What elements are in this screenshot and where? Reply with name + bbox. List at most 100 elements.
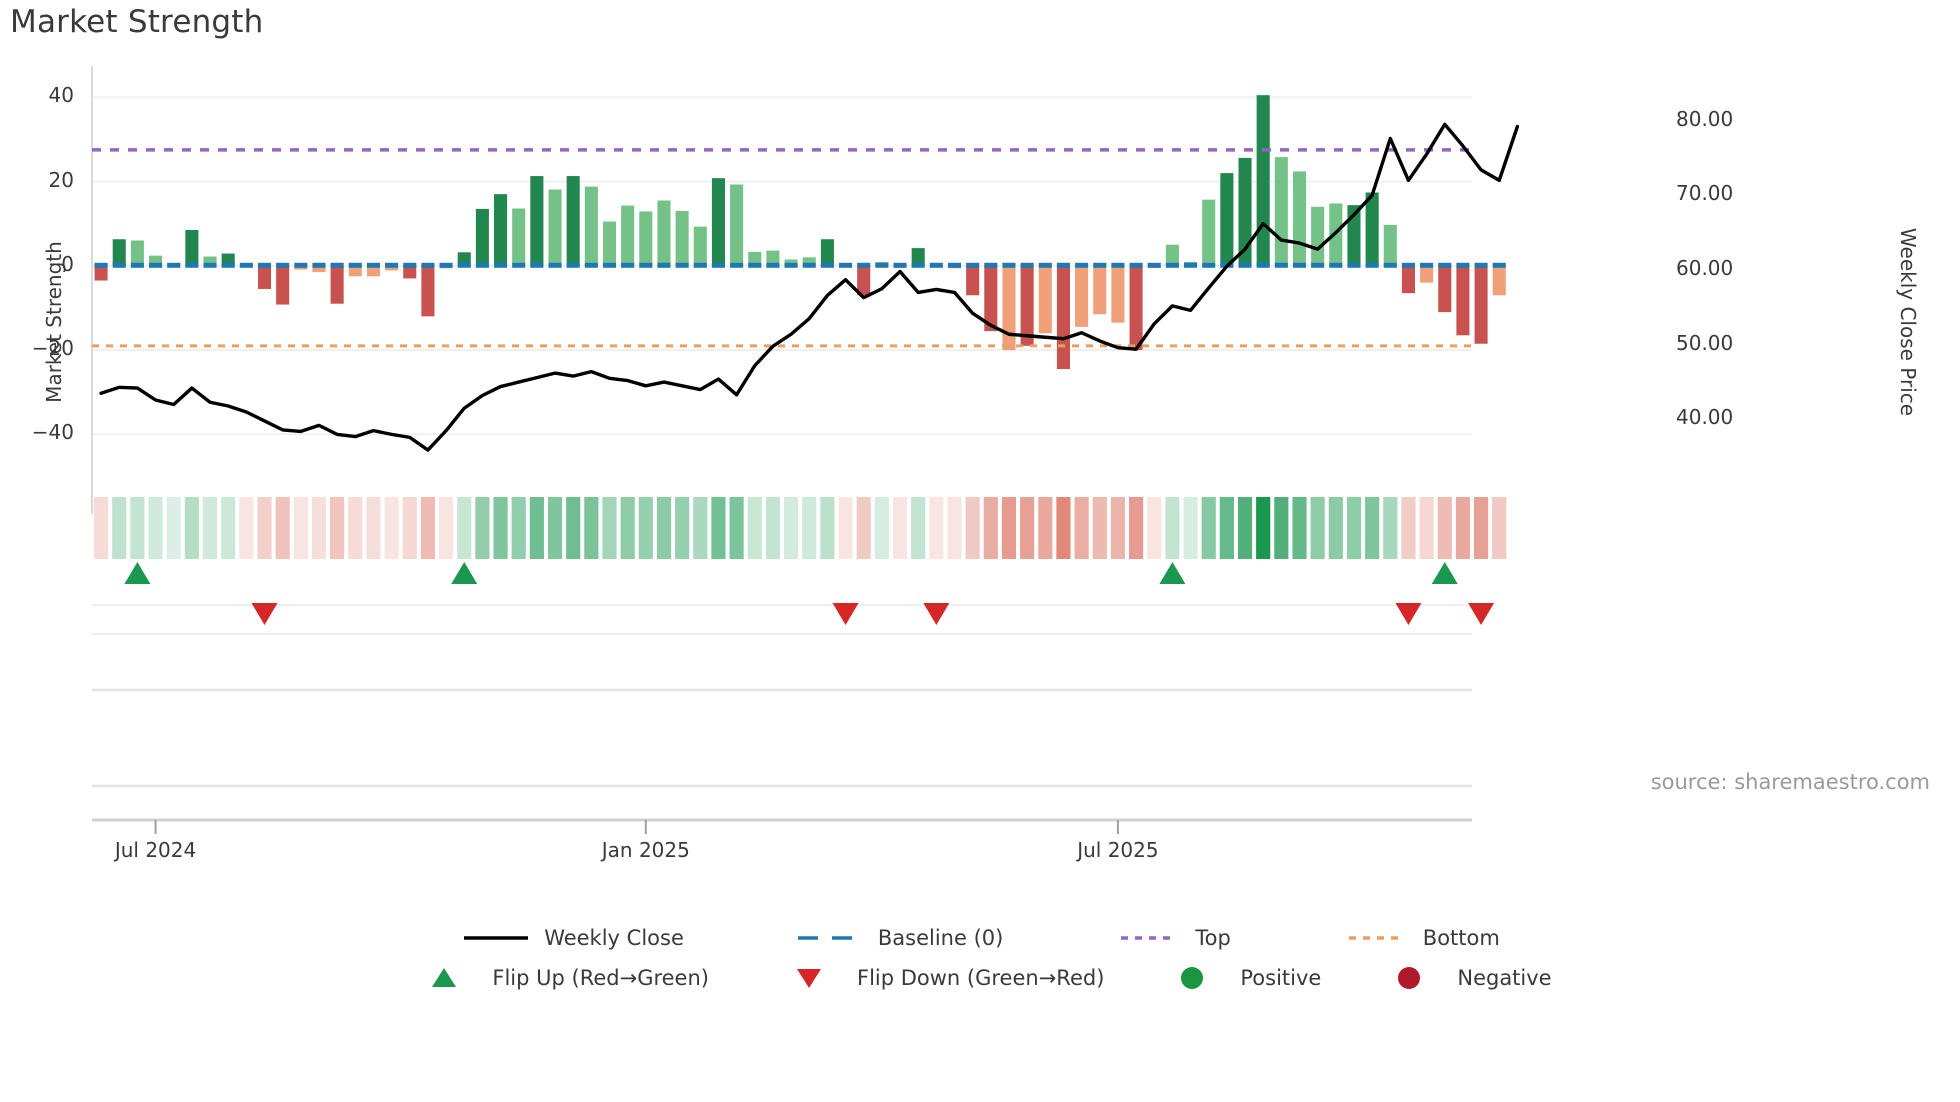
flip-down-marker[interactable] [1395,603,1422,625]
baseline-segment [602,262,617,268]
baseline-segment [167,262,181,268]
bar [421,265,435,317]
heatmap-cell [656,497,672,559]
baseline-segment [1474,262,1488,268]
legend-item-weekly-close[interactable]: Weekly Close [460,925,684,951]
heatmap-cell [929,497,944,559]
legend-item-negative[interactable]: Negative [1373,965,1552,991]
heatmap-cell [1437,497,1452,559]
heatmap-cell [947,497,962,559]
flip-up-marker[interactable] [124,562,151,584]
bar [1474,265,1488,344]
y-tick-right: 80.00 [1676,106,1734,131]
bar [512,208,526,266]
heatmap-cell [1473,497,1489,559]
bar [639,211,653,266]
heatmap-cell [1110,497,1126,559]
bar [94,265,108,281]
flip-up-marker[interactable] [1431,562,1458,584]
heatmap-cell [1020,497,1035,559]
bar [221,253,235,266]
dotted-line-icon [1111,925,1183,951]
heatmap-cell [166,497,181,559]
heatmap-cell [638,497,653,559]
baseline-segment [1075,262,1089,268]
bar [1492,265,1506,296]
flip-down-marker[interactable] [1468,603,1495,625]
baseline-segment [94,262,108,268]
bar [1274,157,1288,266]
y-tick-left: −40 [31,420,74,445]
bar [711,178,725,266]
flip-down-marker[interactable] [923,603,950,625]
legend-item-flip-down[interactable]: Flip Down (Green→Red) [773,965,1104,991]
bar [385,265,399,271]
heatmap-cell [311,497,327,559]
bar [1056,265,1070,369]
legend-item-positive[interactable]: Positive [1156,965,1321,991]
baseline-segment [820,262,834,268]
baseline-segment [730,262,744,268]
heatmap-cell [838,497,853,559]
legend-label: Positive [1240,966,1322,990]
baseline-segment [1365,262,1379,268]
baseline-segment [1292,262,1307,268]
flip-down-marker[interactable] [832,603,859,625]
heatmap-cell [602,497,617,559]
bar [566,176,580,266]
legend-item-top[interactable]: Top [1111,925,1231,951]
bar [1365,192,1379,266]
heatmap-cell [711,497,726,559]
heatmap-cell [475,497,490,559]
heatmap-cell [620,497,635,559]
heatmap-cell [1310,497,1325,559]
baseline-segment [584,262,598,268]
baseline-segment [530,262,544,268]
heatmap-cell [257,497,272,559]
baseline-segment [1256,262,1270,268]
bar [112,239,126,266]
heatmap-cell [1056,497,1071,559]
heatmap-cell [1401,497,1416,559]
heatmap-cell [1256,497,1271,559]
baseline-segment [348,262,362,268]
circle-icon [1373,965,1445,991]
triangle-down-icon [773,965,845,991]
legend-item-flip-up[interactable]: Flip Up (Red→Green) [408,965,709,991]
baseline-segment [893,262,907,268]
legend-label: Top [1195,926,1231,950]
baseline-segment [911,262,925,268]
baseline-segment [276,262,290,268]
baseline-segment [748,262,762,268]
bar [1165,244,1179,266]
heatmap-cell [1219,497,1234,559]
legend-label: Flip Up (Red→Green) [492,966,709,990]
bar [657,200,671,266]
heatmap-cell [457,497,472,559]
x-tick-label: Jan 2025 [601,838,690,862]
heatmap-cell [1183,497,1198,559]
legend-item-bottom[interactable]: Bottom [1339,925,1500,951]
bar [1256,95,1270,266]
baseline-segment [1329,262,1343,268]
dotted-line-icon [1339,925,1411,951]
flip-up-marker[interactable] [451,562,478,584]
bar [1202,199,1216,266]
legend-label: Baseline (0) [877,926,1004,950]
heatmap-cell [1346,497,1362,559]
baseline-segment [1147,262,1161,268]
heatmap-cell [330,497,345,559]
heatmap-cell [1492,497,1507,559]
heatmap-cell [438,497,454,559]
baseline-segment [566,262,580,268]
baseline-segment [1020,262,1034,268]
baseline-segment [639,262,653,268]
baseline-segment [1347,262,1361,268]
bar [1111,265,1125,323]
bar [457,252,471,266]
legend-item-baseline[interactable]: Baseline (0) [794,925,1003,951]
flip-down-marker[interactable] [251,603,278,625]
bar [475,208,489,266]
flip-up-marker[interactable] [1159,562,1186,584]
